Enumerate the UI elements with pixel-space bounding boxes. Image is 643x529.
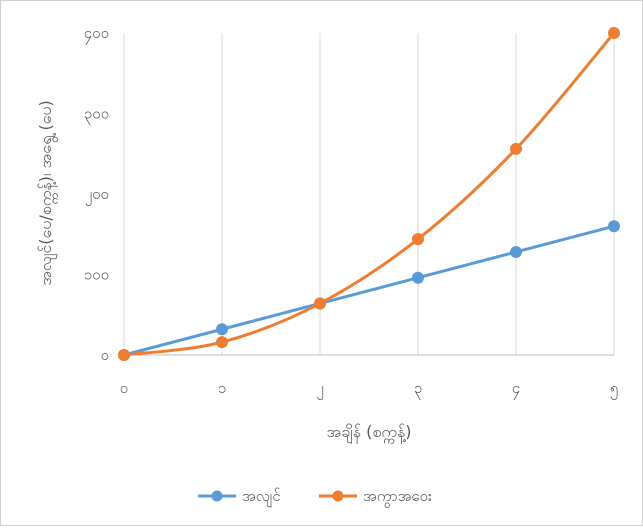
data-point (608, 27, 620, 39)
gridlines (123, 33, 615, 355)
x-tick-label: ၄ (512, 379, 520, 400)
legend-marker (332, 490, 344, 502)
legend-label: အလျင် (242, 487, 281, 508)
data-point (118, 349, 130, 361)
data-point (608, 220, 620, 233)
data-point (412, 233, 424, 246)
series-group (118, 27, 620, 361)
data-point (412, 271, 424, 284)
data-point (510, 245, 522, 258)
series-line (123, 32, 616, 357)
x-axis-title: အချိန် (စက္ကန့်) (326, 422, 411, 444)
y-tick-label: ၄၀၀ (84, 24, 109, 45)
tick-labels: ၀၁၂၃၄၅၀၁၀၀၂၀၀၃၀၀၄၀၀ (84, 24, 619, 400)
y-tick-label: ၁၀၀ (84, 266, 109, 284)
data-point (314, 297, 326, 310)
y-tick-label: ၂၀၀ (85, 185, 109, 206)
x-tick-label: ၃ (414, 379, 422, 400)
y-axis-title: အလျင်(ပေ/စက္ကန့်)၊ အရွေ့ (ပေ) (36, 100, 58, 286)
x-tick-label: ၂ (316, 379, 323, 400)
data-point (216, 336, 228, 349)
data-point (510, 142, 522, 155)
y-tick-label: ၃၀၀ (84, 105, 109, 126)
series-line (123, 224, 615, 357)
x-tick-label: ၅ (610, 379, 618, 400)
legend-label: အကွာအဝေး (363, 487, 432, 508)
legend: အလျင် အကွာအဝေး (198, 487, 432, 508)
legend-marker (211, 490, 223, 502)
data-point (216, 323, 228, 336)
x-tick-label: ၀ (120, 379, 128, 397)
x-tick-label: ၁ (218, 379, 226, 397)
y-tick-label: ၀ (101, 346, 109, 364)
